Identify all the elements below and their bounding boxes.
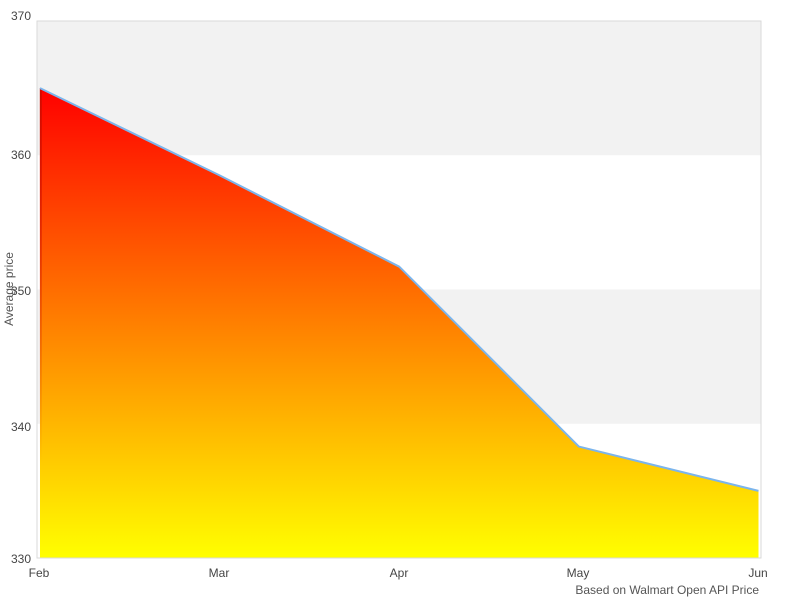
area-series-fill bbox=[40, 88, 759, 558]
credits-link[interactable]: Based on Walmart Open API Price bbox=[575, 583, 759, 597]
plot-border bbox=[36, 20, 762, 559]
alternate-grid-band bbox=[37, 21, 761, 156]
y-axis-title: Average price bbox=[2, 252, 16, 326]
series-line bbox=[39, 87, 759, 492]
